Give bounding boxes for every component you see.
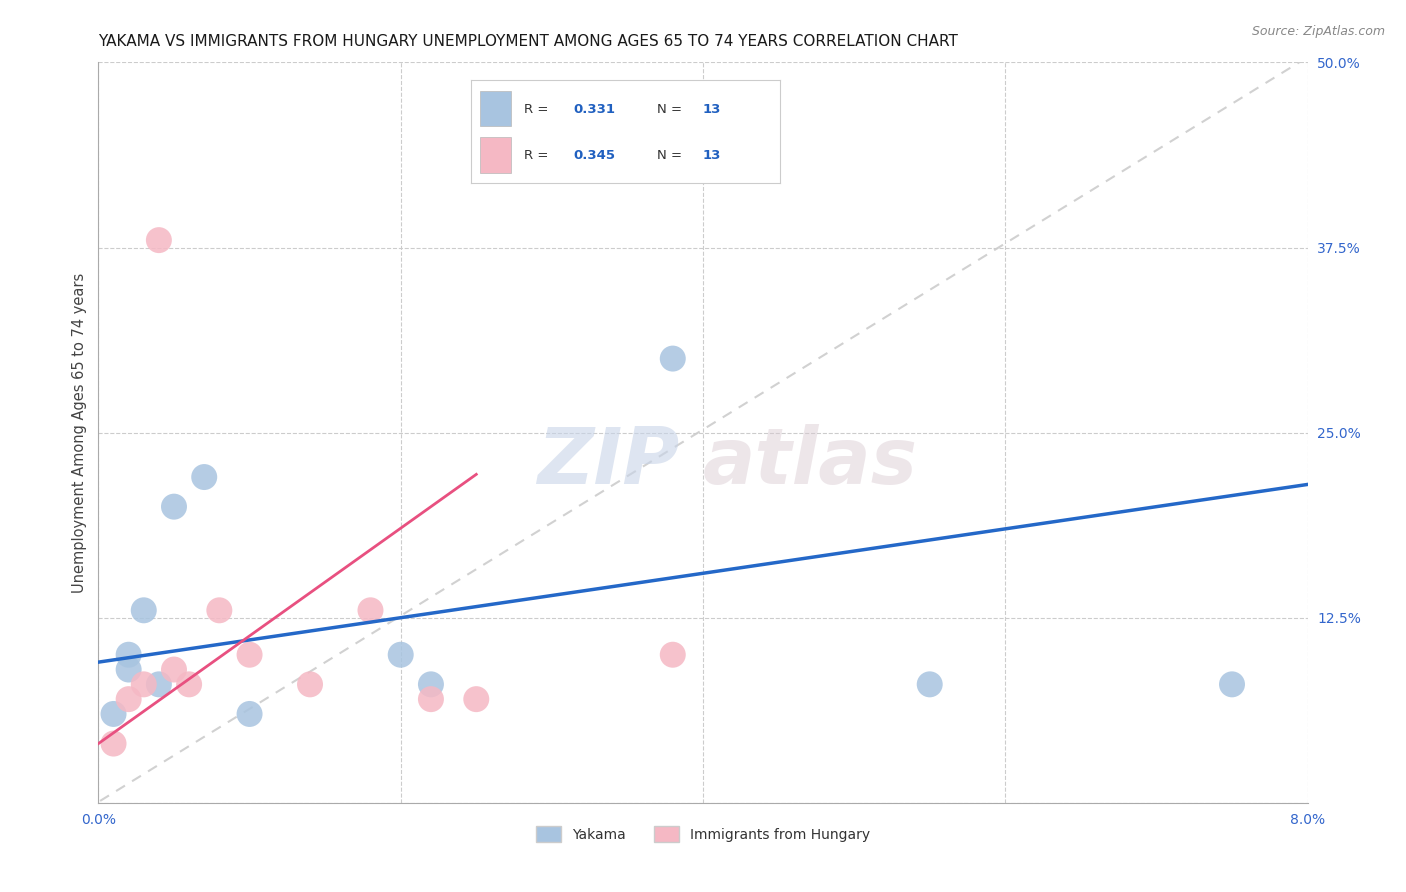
Legend: Yakama, Immigrants from Hungary: Yakama, Immigrants from Hungary (530, 821, 876, 847)
Point (299, 677, 322, 691)
Point (661, 351, 683, 366)
Point (420, 692, 443, 706)
Text: 13: 13 (703, 149, 721, 161)
Point (132, 603, 155, 617)
Point (661, 648, 683, 662)
Point (208, 603, 231, 617)
Text: 0.331: 0.331 (574, 103, 614, 115)
Text: 13: 13 (703, 103, 721, 115)
Text: 0.345: 0.345 (574, 149, 614, 161)
Point (465, 692, 488, 706)
Point (360, 603, 382, 617)
Point (163, 500, 186, 514)
Point (239, 706, 262, 721)
Point (148, 233, 170, 247)
Text: ZIP: ZIP (537, 425, 679, 500)
Point (389, 648, 412, 662)
Point (193, 470, 215, 484)
Text: atlas: atlas (703, 425, 918, 500)
FancyBboxPatch shape (481, 136, 512, 173)
Text: Source: ZipAtlas.com: Source: ZipAtlas.com (1251, 25, 1385, 38)
Point (118, 648, 141, 662)
Text: N =: N = (657, 103, 686, 115)
Point (239, 648, 262, 662)
Text: YAKAMA VS IMMIGRANTS FROM HUNGARY UNEMPLOYMENT AMONG AGES 65 TO 74 YEARS CORRELA: YAKAMA VS IMMIGRANTS FROM HUNGARY UNEMPL… (98, 34, 959, 49)
Point (1220, 677, 1243, 691)
Point (103, 737, 125, 751)
Point (118, 663, 141, 677)
Text: N =: N = (657, 149, 686, 161)
Y-axis label: Unemployment Among Ages 65 to 74 years: Unemployment Among Ages 65 to 74 years (72, 272, 87, 593)
Point (132, 677, 155, 691)
Text: R =: R = (523, 103, 553, 115)
Text: R =: R = (523, 149, 553, 161)
Point (179, 677, 201, 691)
Point (118, 692, 141, 706)
FancyBboxPatch shape (481, 91, 512, 127)
Point (103, 706, 125, 721)
Point (420, 677, 443, 691)
Point (918, 677, 941, 691)
Point (148, 677, 170, 691)
Point (163, 663, 186, 677)
